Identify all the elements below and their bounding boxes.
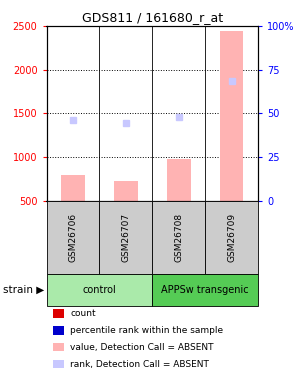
Bar (46, 201, 99, 274)
Text: GSM26706: GSM26706 (68, 213, 77, 262)
Text: rank, Detection Call = ABSENT: rank, Detection Call = ABSENT (70, 360, 209, 369)
Text: GSM26707: GSM26707 (121, 213, 130, 262)
Text: GSM26708: GSM26708 (174, 213, 183, 262)
Text: count: count (70, 309, 96, 318)
Bar (61, 176, 85, 201)
Text: percentile rank within the sample: percentile rank within the sample (70, 326, 224, 335)
Bar (152, 201, 205, 274)
Text: value, Detection Call = ABSENT: value, Detection Call = ABSENT (70, 343, 214, 352)
Bar (99, 201, 152, 274)
Title: GDS811 / 161680_r_at: GDS811 / 161680_r_at (82, 11, 223, 24)
Text: strain ▶: strain ▶ (3, 285, 44, 295)
Text: GSM26709: GSM26709 (227, 213, 236, 262)
Bar (114, 181, 138, 201)
Text: APPSw transgenic: APPSw transgenic (161, 285, 249, 295)
Bar (46, 274, 152, 306)
Bar (167, 159, 190, 201)
Bar (205, 201, 258, 274)
Bar (152, 274, 258, 306)
Bar (220, 31, 244, 201)
Text: control: control (82, 285, 116, 295)
